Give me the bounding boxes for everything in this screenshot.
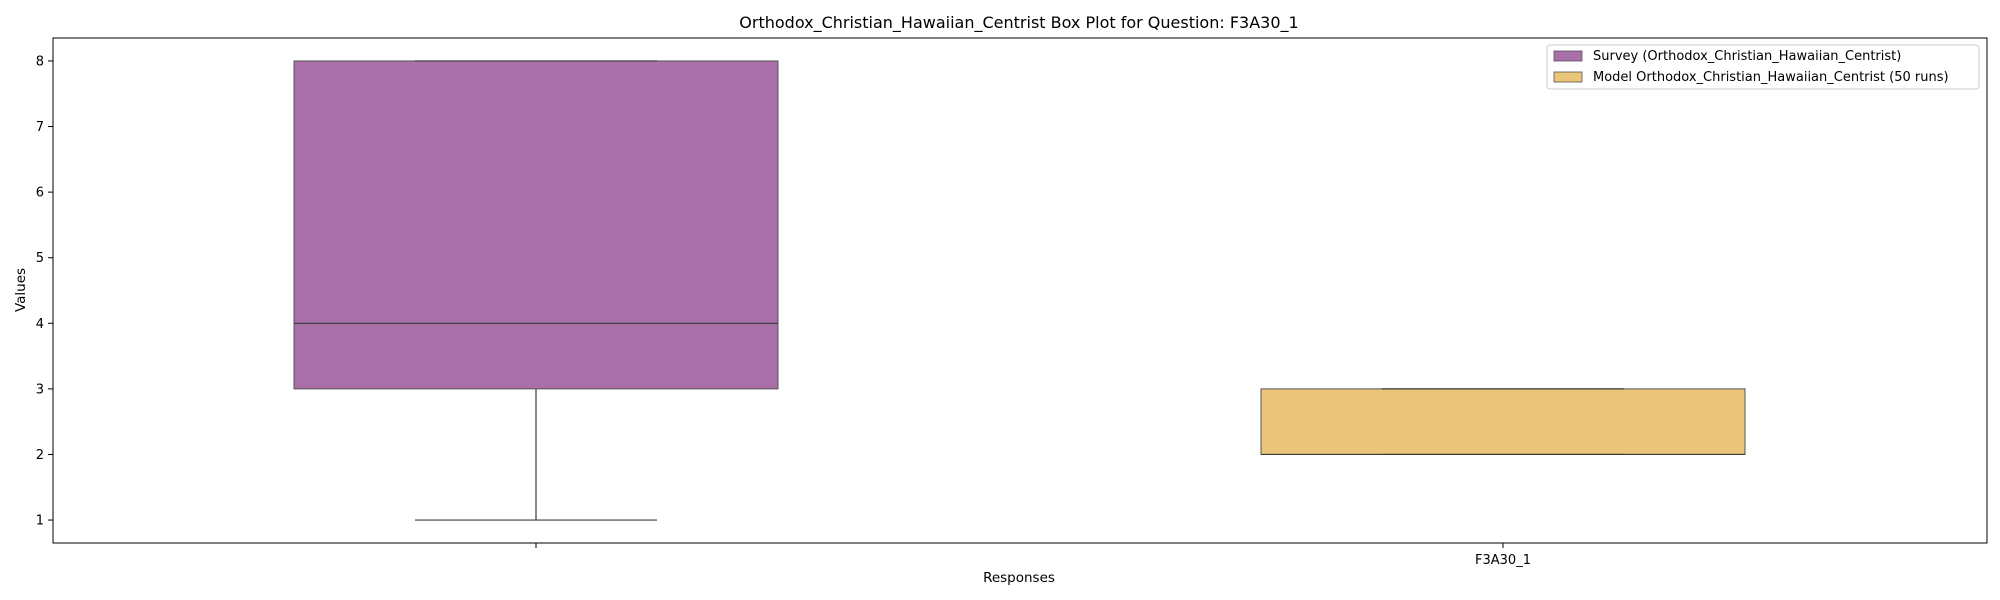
- legend-swatch-model: [1553, 71, 1583, 83]
- legend-frame: [1546, 44, 1980, 90]
- y-tick-label: 7: [36, 120, 44, 135]
- plot-area-frame: [52, 37, 1988, 544]
- box-iqr: [1260, 388, 1746, 455]
- y-tick-label: 1: [36, 514, 44, 529]
- y-tick-label: 4: [36, 317, 44, 332]
- y-tick-label: 8: [36, 54, 44, 69]
- x-axis-label: Responses: [983, 570, 1055, 586]
- y-tick-label: 2: [36, 448, 44, 463]
- legend-swatch-survey: [1553, 50, 1583, 62]
- chart-title: Orthodox_Christian_Hawaiian_Centrist Box…: [739, 13, 1298, 33]
- legend: Survey (Orthodox_Christian_Hawaiian_Cent…: [1546, 44, 1980, 90]
- y-axis-label: Values: [13, 268, 29, 312]
- y-axis: 1 2 3 4 5 6 7 8: [36, 54, 53, 529]
- y-tick-label: 5: [36, 251, 44, 266]
- x-axis: F3A30_1: [535, 543, 1531, 568]
- box-series-survey: [293, 60, 779, 521]
- box-iqr: [293, 60, 779, 390]
- y-tick-label: 3: [36, 382, 44, 397]
- y-tick-label: 6: [36, 186, 44, 201]
- boxes-layer: [293, 60, 1746, 521]
- box-series-model: [1260, 388, 1746, 456]
- legend-label-survey: Survey (Orthodox_Christian_Hawaiian_Cent…: [1593, 49, 1901, 64]
- legend-label-model: Model Orthodox_Christian_Hawaiian_Centri…: [1593, 70, 1949, 85]
- x-tick-label: F3A30_1: [1475, 553, 1531, 568]
